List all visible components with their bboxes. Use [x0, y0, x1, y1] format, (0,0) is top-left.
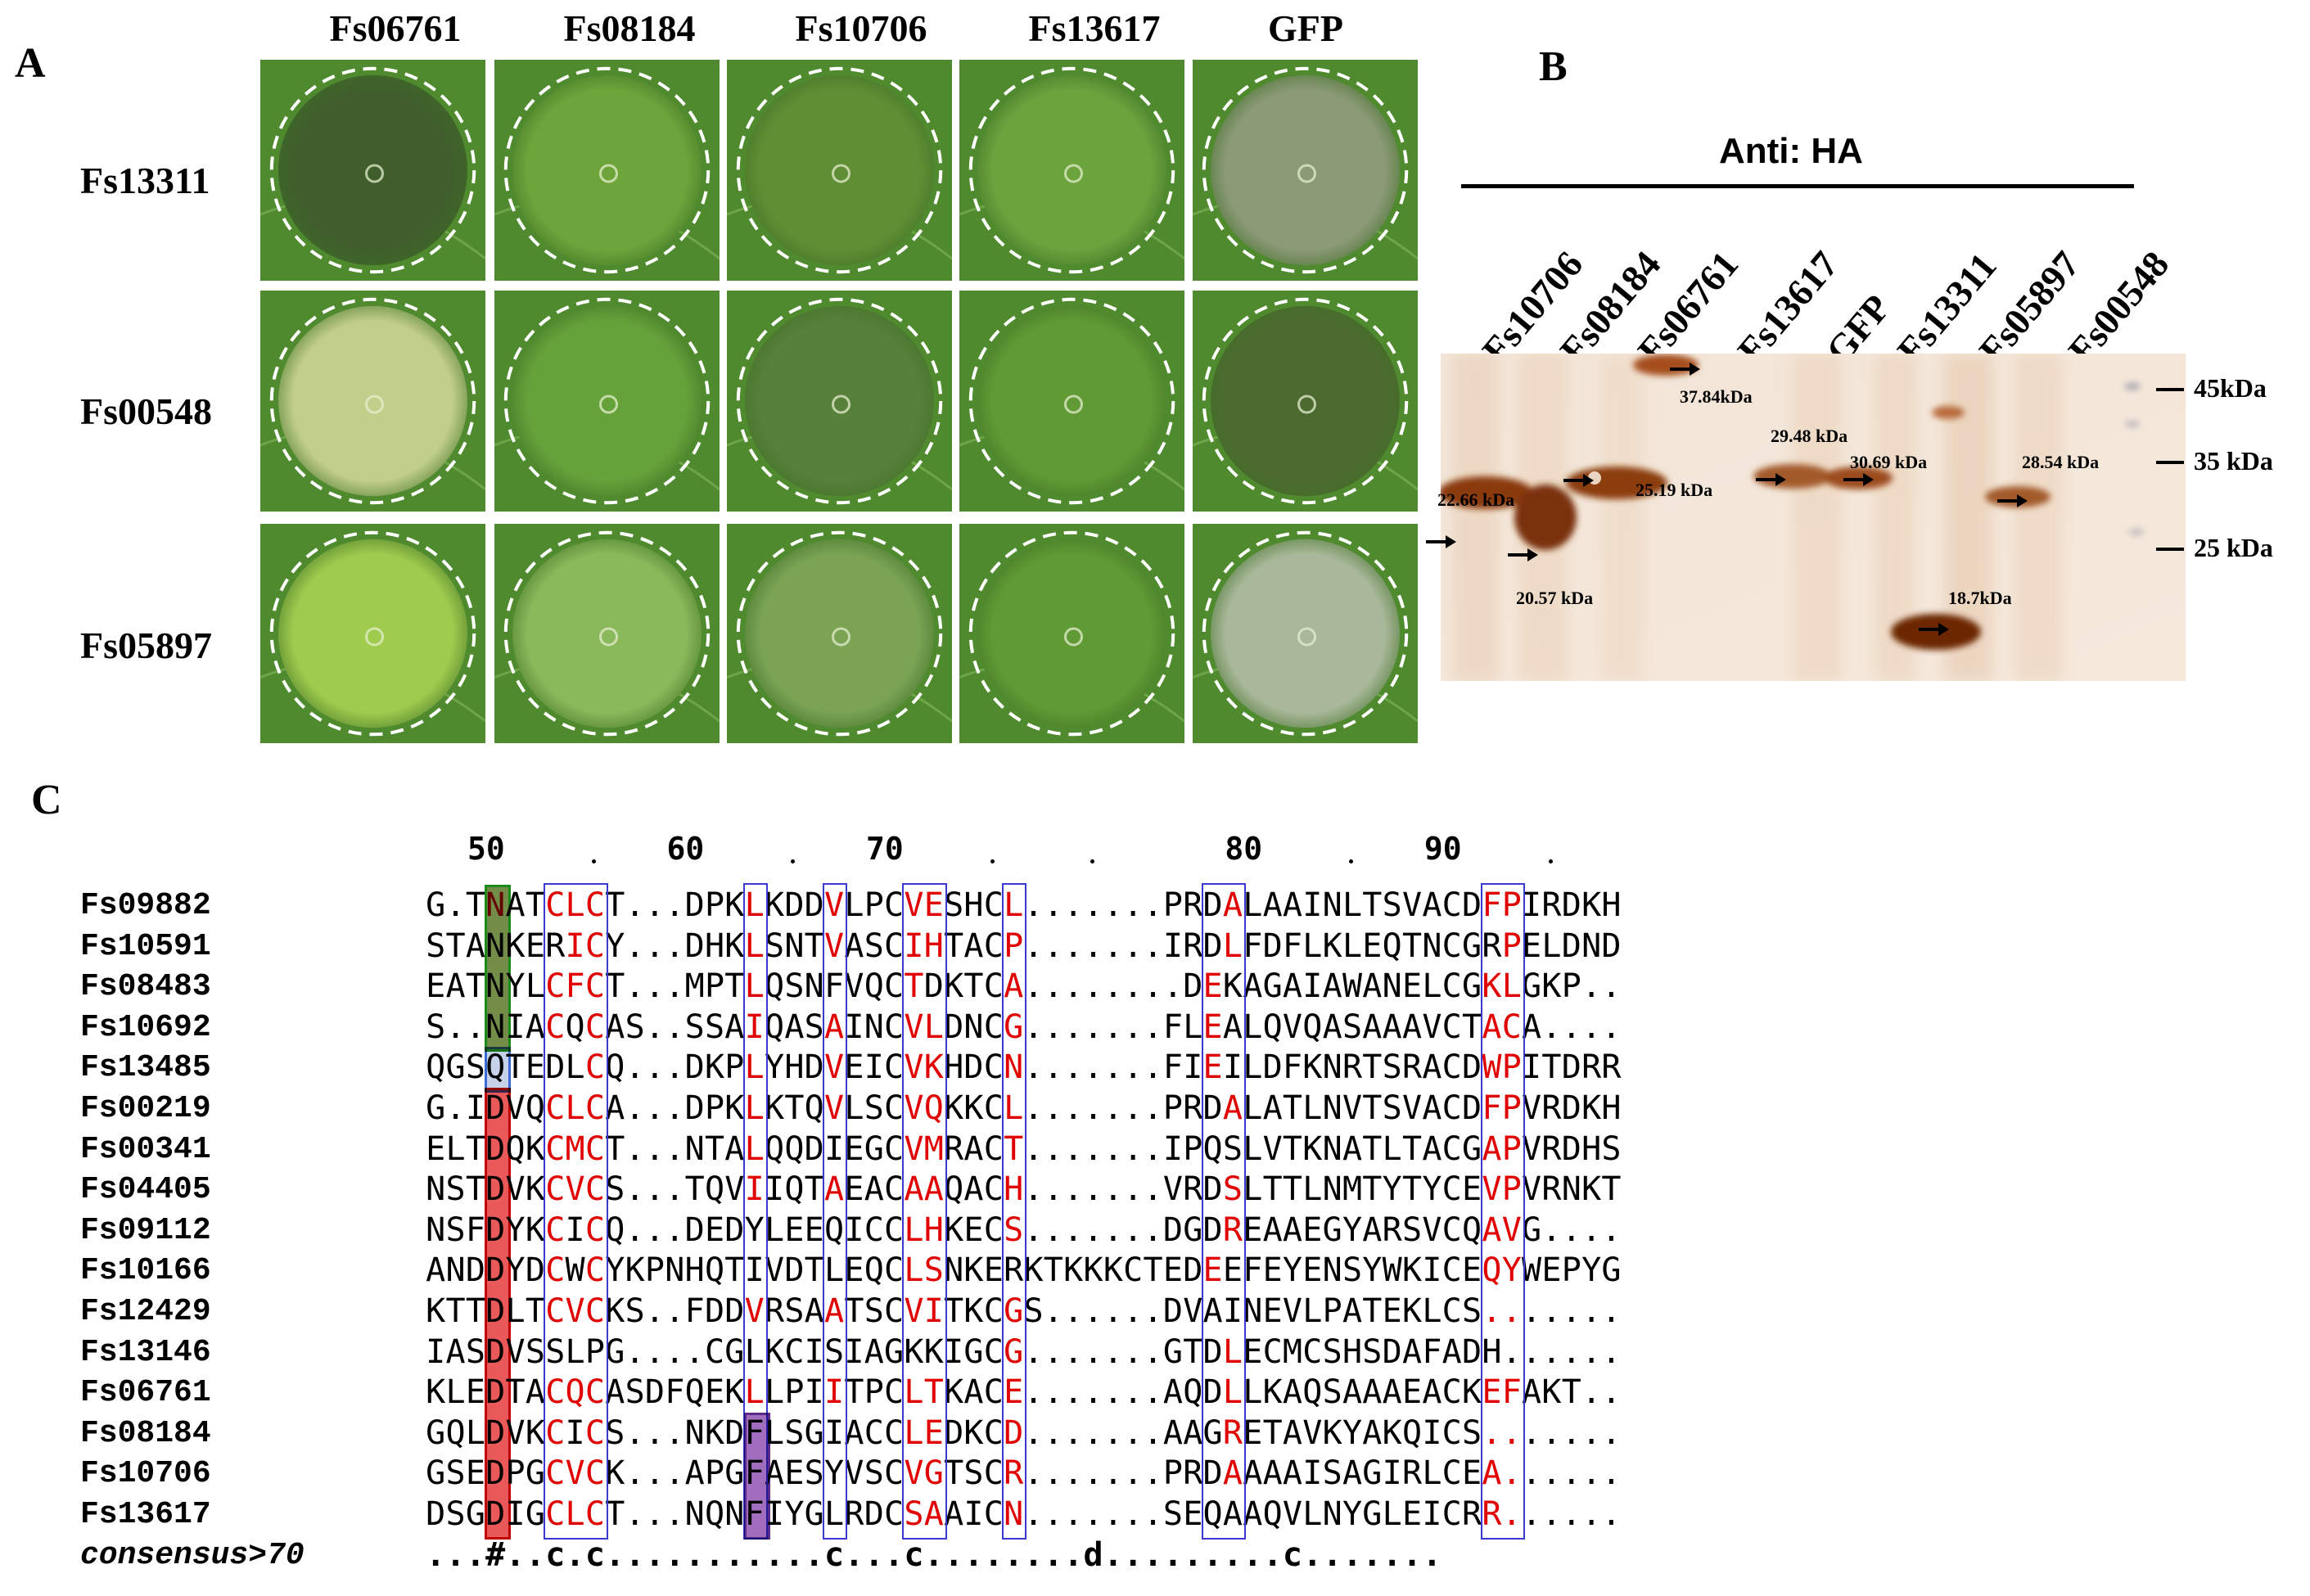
- leaf-disc-fs00548-gfp: [1193, 291, 1418, 512]
- column-highlight-f-purple: [743, 1412, 770, 1540]
- leaf-disc-fs13311-fs08184: [494, 60, 720, 281]
- conserved-column-box: [544, 883, 609, 1540]
- panel-a-label: A: [15, 40, 46, 87]
- sequence-row-fs10166: ANDDYDCWCYKPNHQTIVDTLEQCLSNKERKTKKKCTEDE…: [426, 1251, 1622, 1290]
- western-blot-membrane: [1441, 354, 2186, 681]
- row-header-fs00548: Fs00548: [80, 390, 212, 432]
- band-arrow: [1756, 472, 1787, 491]
- column-highlight-d-red: [485, 1088, 512, 1540]
- leaf-disc-fs13311-fs06761: [260, 60, 485, 281]
- marker-tick-25: [2156, 548, 2184, 551]
- sequence-row-fs12429: KTTDLTCVCKS..FDDVRSAATSCVITKCGS......DVA…: [426, 1292, 1622, 1330]
- conserved-column-box: [823, 883, 848, 1540]
- panel-b-label: B: [1539, 43, 1568, 90]
- leaf-disc-fs13311-fs13617: [959, 60, 1184, 281]
- leaf-disc-fs05897-fs13617: [959, 524, 1184, 743]
- antibody-underline: [1461, 184, 2134, 188]
- band-size-label: 20.57 kDa: [1516, 588, 1594, 608]
- sequence-name-fs04405: Fs04405: [80, 1172, 211, 1208]
- panel-c-label: C: [31, 777, 62, 823]
- leaf-disc-fs13311-fs10706: [727, 60, 952, 281]
- marker-tick-45: [2156, 388, 2184, 391]
- band-arrow: [1426, 534, 1457, 553]
- sequence-row-fs13485: QGSQTEDLCQ...DKPLYHDVEICVKHDCN.......FIE…: [426, 1048, 1622, 1087]
- ruler-position-80: 80: [1225, 831, 1263, 867]
- ruler-position-50: 50: [467, 831, 505, 867]
- leaf-disc-fs00548-fs13617: [959, 291, 1184, 512]
- band-size-label: 29.48 kDa: [1771, 426, 1848, 446]
- marker-35kda: 35 kDa: [2194, 446, 2273, 476]
- ruler-dot: [990, 859, 995, 863]
- ruler-position-70: 70: [866, 831, 904, 867]
- row-header-fs05897: Fs05897: [80, 624, 212, 666]
- band-size-label: 18.7kDa: [1948, 588, 2012, 608]
- sequence-row-fs04405: NSTDVKCVCS...TQVIIQTAEACAAQACH.......VRD…: [426, 1170, 1622, 1209]
- ruler-dot: [791, 859, 796, 863]
- conserved-column-box: [902, 883, 948, 1540]
- marker-tick-35: [2156, 461, 2184, 464]
- sequence-name-fs10706: Fs10706: [80, 1456, 211, 1492]
- consensus-label: consensus>70: [80, 1537, 305, 1573]
- band-arrow: [1843, 472, 1875, 491]
- band-size-label: 37.84kDa: [1680, 386, 1753, 407]
- sequence-name-fs13617: Fs13617: [80, 1497, 211, 1532]
- band-arrow: [1997, 494, 2028, 512]
- ruler-position-90: 90: [1423, 831, 1462, 867]
- sequence-row-fs13146: IASDVSSLPG....CGLKCISIAGKKIGCG.......GTD…: [426, 1332, 1622, 1371]
- conserved-column-box: [1002, 883, 1027, 1540]
- marker-25kda: 25 kDa: [2194, 533, 2273, 562]
- ruler-position-60: 60: [666, 831, 705, 867]
- leaf-disc-fs05897-gfp: [1193, 524, 1418, 743]
- blot-bands-svg: [1441, 354, 2186, 681]
- column-header-fs06761: Fs06761: [329, 7, 462, 49]
- ruler-dot: [1349, 859, 1354, 863]
- sequence-name-fs13485: Fs13485: [80, 1050, 211, 1086]
- sequence-row-fs13617: DSGDIGCLCT...NQNFIYGLRDCSAAICN.......SEQ…: [426, 1495, 1622, 1533]
- sequence-name-fs10591: Fs10591: [80, 928, 211, 964]
- conserved-column-box: [1480, 883, 1526, 1540]
- antibody-label: Anti: HA: [1719, 131, 1863, 171]
- conserved-column-box: [1201, 883, 1247, 1540]
- column-highlight-q-blue: [485, 1047, 512, 1093]
- sequence-name-fs09112: Fs09112: [80, 1212, 211, 1248]
- leaf-disc-fs13311-gfp: [1193, 60, 1418, 281]
- sequence-name-fs00341: Fs00341: [80, 1131, 211, 1167]
- sequence-name-fs12429: Fs12429: [80, 1294, 211, 1329]
- consensus-sequence: ...#..c.c...........c...c........d......…: [426, 1535, 1442, 1574]
- band-size-label: 30.69 kDa: [1850, 452, 1928, 472]
- ruler-dot: [591, 859, 596, 863]
- sequence-name-fs10166: Fs10166: [80, 1253, 211, 1289]
- band-arrow: [1508, 548, 1539, 566]
- ruler-dot: [1090, 859, 1094, 863]
- leaf-disc-fs05897-fs06761: [260, 524, 485, 743]
- sequence-name-fs13146: Fs13146: [80, 1334, 211, 1370]
- sequence-row-fs08184: GQLDVKCICS...NKDFLSGIACCLEDKCD.......AAG…: [426, 1413, 1622, 1452]
- band-arrow: [1670, 362, 1701, 381]
- band-arrow: [1919, 622, 1950, 641]
- leaf-disc-fs05897-fs08184: [494, 524, 720, 743]
- column-highlight-n-green: [485, 885, 512, 1053]
- sequence-name-fs09882: Fs09882: [80, 888, 211, 923]
- column-header-fs13617: Fs13617: [1028, 7, 1161, 49]
- row-header-fs13311: Fs13311: [80, 160, 210, 201]
- leaf-disc-fs05897-fs10706: [727, 524, 952, 743]
- column-header-gfp: GFP: [1268, 7, 1343, 49]
- leaf-disc-fs00548-fs08184: [494, 291, 720, 512]
- column-header-fs08184: Fs08184: [563, 7, 696, 49]
- sequence-name-fs10692: Fs10692: [80, 1009, 211, 1045]
- sequence-name-fs08483: Fs08483: [80, 969, 211, 1005]
- leaf-disc-fs00548-fs06761: [260, 291, 485, 512]
- band-size-label: 22.66 kDa: [1437, 489, 1515, 510]
- sequence-row-fs00219: G.IDVQCLCA...DPKLKTQVLSCVQKKCL.......PRD…: [426, 1089, 1622, 1127]
- band-size-label: 25.19 kDa: [1635, 480, 1713, 500]
- sequence-name-fs00219: Fs00219: [80, 1091, 211, 1126]
- band-arrow: [1563, 473, 1595, 492]
- column-header-fs10706: Fs10706: [795, 7, 927, 49]
- sequence-name-fs08184: Fs08184: [80, 1415, 211, 1451]
- leaf-disc-fs00548-fs10706: [727, 291, 952, 512]
- marker-45kda: 45kDa: [2194, 373, 2267, 403]
- ruler-dot: [1548, 859, 1553, 863]
- sequence-name-fs06761: Fs06761: [80, 1375, 211, 1411]
- band-size-label: 28.54 kDa: [2022, 452, 2100, 472]
